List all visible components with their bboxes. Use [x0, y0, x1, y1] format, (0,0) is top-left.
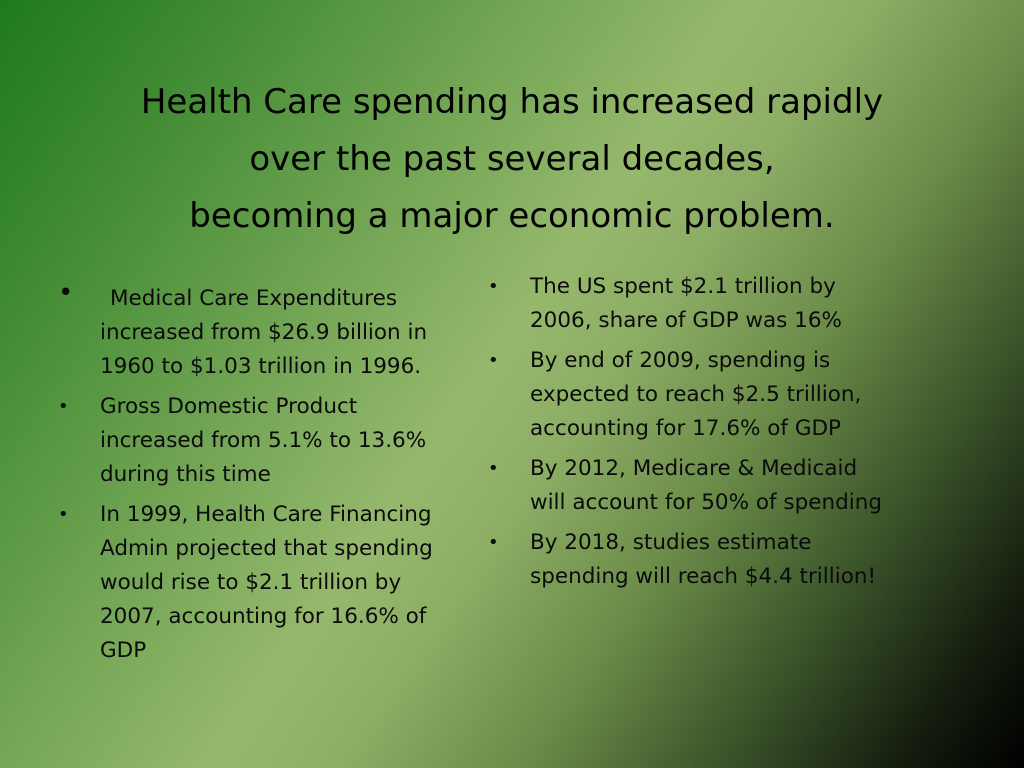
right-bullet-list: • The US spent $2.1 trillion by 2006, sh… [488, 270, 888, 600]
list-item: • In 1999, Health Care Financing Admin p… [58, 498, 458, 668]
list-item: • The US spent $2.1 trillion by 2006, sh… [488, 270, 888, 338]
list-item: • Medical Care Expenditures increased fr… [58, 278, 458, 384]
bullet-text: By 2012, Medicare & Medicaid will accoun… [530, 456, 882, 515]
bullet-text: By end of 2009, spending is expected to … [530, 348, 862, 441]
list-item: • By 2018, studies estimate spending wil… [488, 526, 888, 594]
bullet-icon: • [58, 504, 69, 525]
bullet-icon: • [58, 396, 69, 417]
slide-title: Health Care spending has increased rapid… [80, 74, 944, 245]
bullet-icon: • [488, 350, 499, 371]
bullet-icon: • [488, 458, 499, 479]
bullet-icon: • [488, 532, 499, 553]
bullet-text: By 2018, studies estimate spending will … [530, 530, 877, 589]
bullet-icon: • [488, 276, 499, 297]
list-item: • By end of 2009, spending is expected t… [488, 344, 888, 446]
bullet-text: Medical Care Expenditures increased from… [100, 286, 428, 379]
bullet-text: Gross Domestic Product increased from 5.… [100, 394, 427, 487]
title-line: over the past several decades, [249, 139, 775, 179]
bullet-text: In 1999, Health Care Financing Admin pro… [100, 502, 433, 663]
list-item: • Gross Domestic Product increased from … [58, 390, 458, 492]
title-line: becoming a major economic problem. [189, 196, 835, 236]
list-item: • By 2012, Medicare & Medicaid will acco… [488, 452, 888, 520]
left-bullet-list: • Medical Care Expenditures increased fr… [58, 278, 458, 674]
bullet-text: The US spent $2.1 trillion by 2006, shar… [530, 274, 842, 333]
bullet-icon: • [58, 278, 74, 308]
title-line: Health Care spending has increased rapid… [140, 82, 884, 122]
